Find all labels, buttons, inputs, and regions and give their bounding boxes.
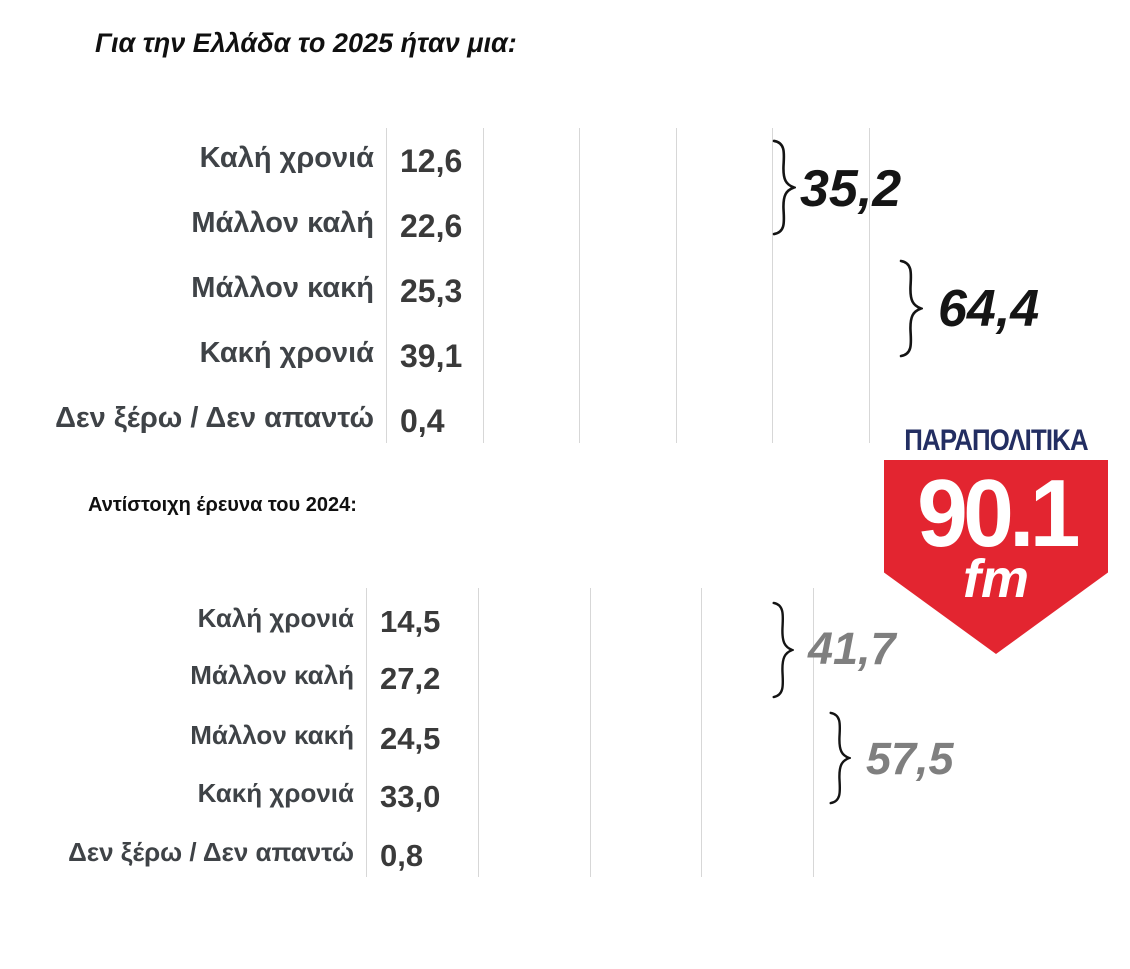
chart-2024-title: Αντίστοιχη έρευνα του 2024:: [88, 494, 357, 516]
gridline: [589, 588, 591, 877]
bar-row: 25,3: [386, 273, 462, 310]
aggregate-negative-2025: 64,4: [938, 280, 1040, 338]
category-label: Μάλλον καλή: [190, 660, 354, 690]
value-label: 33,0: [380, 779, 441, 814]
bar-row: 33,0: [366, 779, 440, 815]
bar-row: 24,5: [366, 721, 440, 757]
gridline: [366, 588, 367, 877]
chart-2025-plot: 12,6 22,6 25,3 39,1 0,4: [386, 128, 870, 443]
bar-row: 14,5: [366, 604, 440, 640]
logo-fm-text: fm: [963, 549, 1029, 609]
chart-2024-plot: 14,5 27,2 24,5 33,0 0,8: [366, 588, 814, 877]
gridline: [813, 588, 814, 877]
value-label: 14,5: [380, 604, 441, 639]
brace-negative-2025: [897, 259, 923, 358]
value-label: 0,4: [400, 403, 445, 439]
gridline: [869, 128, 870, 443]
value-label: 12,6: [400, 143, 463, 179]
aggregate-positive-2025: 35,2: [800, 160, 902, 218]
category-label: Μάλλον κακή: [190, 720, 354, 750]
category-label: Κακή χρονιά: [197, 778, 354, 808]
brace-positive-2025: [770, 139, 796, 236]
bar-row: 27,2: [366, 661, 440, 697]
bar-row: 0,4: [386, 403, 444, 440]
category-label: Κακή χρονιά: [199, 337, 374, 369]
bar-row: 22,6: [386, 208, 462, 245]
logo-shield: 90.1 fm: [884, 460, 1108, 654]
category-label: Καλή χρονιά: [199, 142, 374, 174]
logo-brand-text: ΠΑΡΑΠΟΛΙΤΙΚΑ: [904, 424, 1088, 457]
value-label: 39,1: [400, 338, 463, 374]
aggregate-positive-2024: 41,7: [808, 623, 896, 674]
chart-2025-title: Για την Ελλάδα το 2025 ήταν μια:: [95, 28, 517, 58]
aggregate-negative-2024: 57,5: [866, 733, 954, 784]
gridline: [579, 128, 581, 443]
brace-negative-2024: [827, 711, 851, 805]
bar-row: 39,1: [386, 338, 462, 375]
category-label: Καλή χρονιά: [197, 603, 354, 633]
gridline: [701, 588, 703, 877]
gridline: [772, 128, 774, 443]
category-label: Δεν ξέρω / Δεν απαντώ: [55, 402, 374, 434]
value-label: 0,8: [380, 838, 424, 873]
bar-row: 0,8: [366, 838, 423, 874]
logo-frequency: 90.1: [916, 460, 1080, 567]
gridline: [477, 588, 479, 877]
brace-positive-2024: [770, 601, 794, 699]
value-label: 27,2: [380, 661, 441, 696]
category-label: Δεν ξέρω / Δεν απαντώ: [68, 837, 354, 867]
category-label: Μάλλον καλή: [191, 207, 374, 239]
value-label: 24,5: [380, 721, 441, 756]
bar-row: 12,6: [386, 143, 462, 180]
parapolitika-logo: ΠΑΡΑΠΟΛΙΤΙΚΑ 90.1 fm: [884, 424, 1108, 654]
gridline: [386, 128, 387, 443]
value-label: 22,6: [400, 208, 463, 244]
gridline: [675, 128, 677, 443]
value-label: 25,3: [400, 273, 463, 309]
category-label: Μάλλον κακή: [191, 272, 374, 304]
gridline: [482, 128, 484, 443]
